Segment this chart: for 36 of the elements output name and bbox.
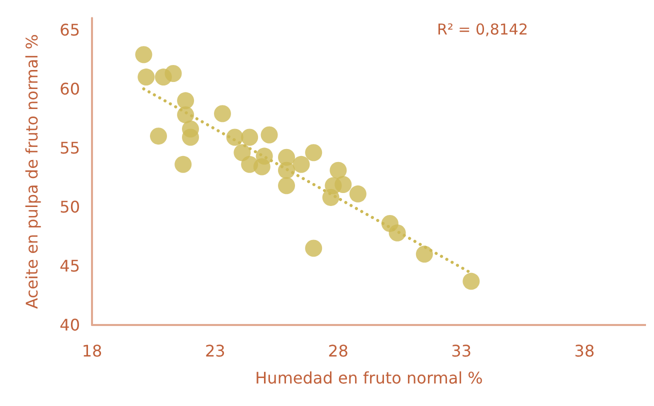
x-tick-label: 38 (574, 342, 595, 360)
point (334, 176, 352, 193)
point (150, 128, 167, 145)
x-tick-label: 18 (82, 342, 102, 360)
point (214, 105, 231, 122)
y-tick-label: 65 (60, 20, 80, 40)
point (388, 224, 406, 242)
point (241, 128, 258, 146)
point (164, 65, 182, 82)
point (253, 158, 270, 176)
point (416, 246, 433, 263)
x-axis-title: Humedad en fruto normal % (255, 368, 483, 388)
point (174, 156, 192, 173)
point (260, 126, 278, 144)
point (305, 240, 322, 257)
x-tick-label: 28 (328, 342, 348, 360)
y-axis-title: Aceite en pulpa de fruto normal % (22, 34, 42, 309)
point (462, 272, 480, 290)
point (330, 162, 347, 179)
y-tick-label: 40 (60, 316, 80, 334)
y-tick-label: 50 (60, 197, 80, 216)
y-tick-label: 45 (60, 256, 80, 276)
point (278, 177, 296, 194)
point (322, 188, 340, 206)
point (177, 92, 194, 110)
point (135, 46, 152, 64)
point (349, 185, 366, 202)
y-tick-label: 55 (60, 138, 80, 158)
point (182, 128, 199, 146)
x-tick-label: 33 (451, 342, 472, 360)
point (292, 156, 310, 173)
x-tick-label: 23 (204, 342, 226, 360)
annotation: R² = 0,8142 (436, 20, 528, 38)
point (138, 68, 155, 86)
point (305, 144, 322, 162)
y-tick-label: 60 (60, 79, 80, 98)
